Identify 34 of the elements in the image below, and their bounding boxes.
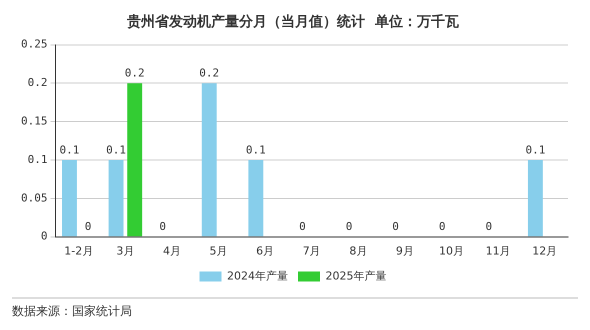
x-tick-label: 10月 <box>439 244 464 258</box>
data-label: 0.1 <box>106 143 126 156</box>
data-label: 0 <box>346 220 352 234</box>
y-tick-label: 0.2 <box>28 76 48 90</box>
source-note: 数据来源：国家统计局 <box>12 304 132 318</box>
data-label: 0 <box>84 220 92 234</box>
data-label: 0 <box>438 220 446 234</box>
chart-title: 贵州省发动机产量分月（当月值）统计 单位：万千瓦 <box>126 13 459 30</box>
y-tick-label: 0.15 <box>20 114 48 128</box>
data-label: 0.1 <box>525 143 546 156</box>
x-tick-label: 8月 <box>349 244 368 258</box>
y-tick-label: 0 <box>40 230 48 243</box>
legend-label: 2025年产量 <box>326 269 386 282</box>
x-tick-label: 4月 <box>162 244 181 258</box>
data-label: 0 <box>485 220 492 234</box>
x-tick-label: 5月 <box>210 244 228 258</box>
legend-label: 2024年产量 <box>227 269 288 282</box>
x-tick-label: 9月 <box>396 244 414 258</box>
y-tick-label: 0.1 <box>28 152 48 166</box>
x-tick-label: 3月 <box>116 244 134 258</box>
x-tick-label: 1-2月 <box>64 244 94 258</box>
data-label: 0.2 <box>199 66 220 80</box>
data-label: 0.2 <box>124 66 145 80</box>
data-label: 0 <box>392 220 399 234</box>
data-label: 0 <box>159 220 166 234</box>
x-tick-label: 11月 <box>486 244 511 258</box>
data-label: 0.1 <box>60 143 80 156</box>
x-tick-label: 6月 <box>256 244 274 258</box>
data-label: 0.1 <box>246 143 266 156</box>
y-tick-label: 0.25 <box>20 38 48 51</box>
x-tick-label: 12月 <box>532 244 558 258</box>
y-tick-label: 0.05 <box>20 191 48 204</box>
data-label: 0 <box>299 220 306 234</box>
x-tick-label: 7月 <box>302 244 321 258</box>
